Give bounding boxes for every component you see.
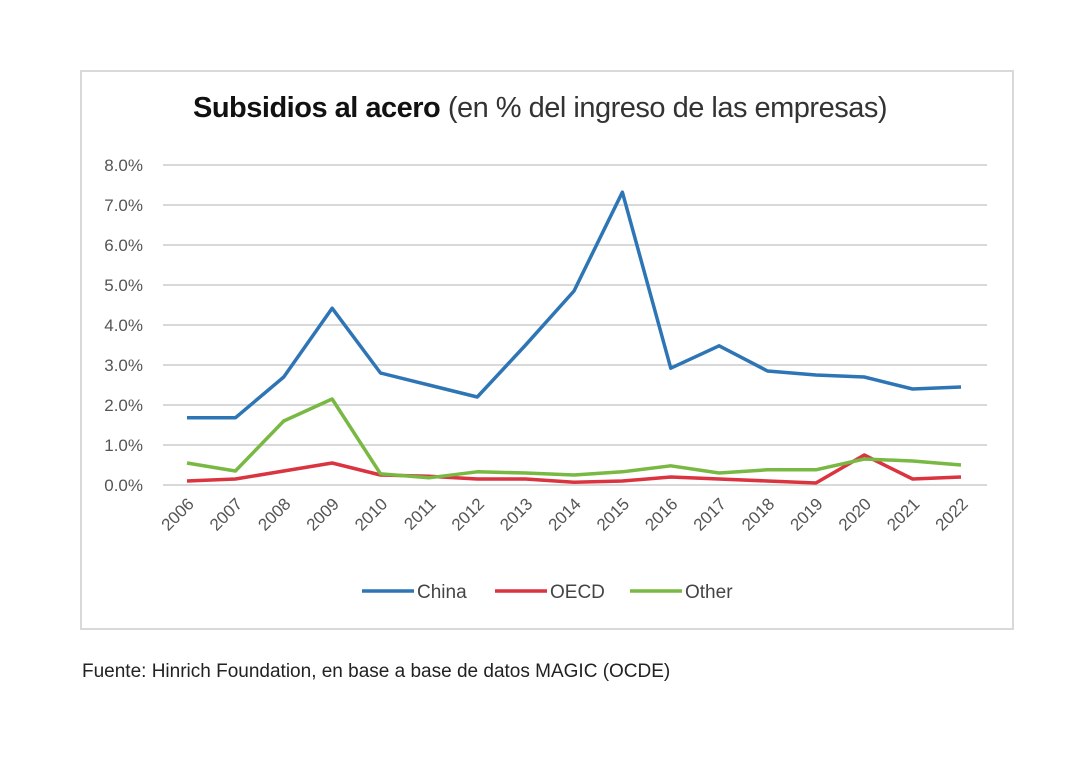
x-tick-label: 2014 xyxy=(545,494,585,534)
y-tick-label: 6.0% xyxy=(104,236,143,255)
y-tick-label: 5.0% xyxy=(104,276,143,295)
x-tick-label: 2015 xyxy=(593,494,633,534)
x-tick-label: 2020 xyxy=(835,494,875,534)
x-tick-label: 2012 xyxy=(448,494,488,534)
y-tick-label: 7.0% xyxy=(104,196,143,215)
y-tick-label: 3.0% xyxy=(104,356,143,375)
x-tick-label: 2016 xyxy=(641,494,681,534)
y-tick-label: 8.0% xyxy=(104,156,143,175)
source-note: Fuente: Hinrich Foundation, en base a ba… xyxy=(82,661,671,682)
series-line-china xyxy=(187,190,962,420)
x-tick-label: 2008 xyxy=(254,494,294,534)
y-tick-label: 0.0% xyxy=(104,476,143,495)
x-tick-label: 2006 xyxy=(158,494,198,534)
series-line-oecd xyxy=(186,453,962,485)
legend-label-oecd: OECD xyxy=(550,582,605,603)
x-tick-label: 2013 xyxy=(496,494,536,534)
chart-title: Subsidios al acero (en % del ingreso de … xyxy=(0,92,1080,125)
y-tick-label: 2.0% xyxy=(104,396,143,415)
x-tick-label: 2019 xyxy=(787,494,827,534)
legend-label-other: Other xyxy=(685,582,733,603)
y-tick-label: 1.0% xyxy=(104,436,143,455)
x-tick-label: 2007 xyxy=(206,494,246,534)
chart-frame xyxy=(80,70,1014,630)
legend-label-china: China xyxy=(417,582,467,603)
x-tick-label: 2017 xyxy=(690,494,730,534)
x-tick-label: 2022 xyxy=(932,494,972,534)
x-tick-label: 2010 xyxy=(351,494,391,534)
x-tick-label: 2011 xyxy=(400,494,439,533)
title-bold: Subsidios al acero xyxy=(193,92,441,124)
y-tick-label: 4.0% xyxy=(104,316,143,335)
x-tick-label: 2021 xyxy=(883,494,923,534)
chart-subtitle: (en % del ingreso de las empresas) xyxy=(447,92,888,124)
x-tick-label: 2009 xyxy=(303,494,343,534)
x-tick-label: 2018 xyxy=(738,494,778,534)
